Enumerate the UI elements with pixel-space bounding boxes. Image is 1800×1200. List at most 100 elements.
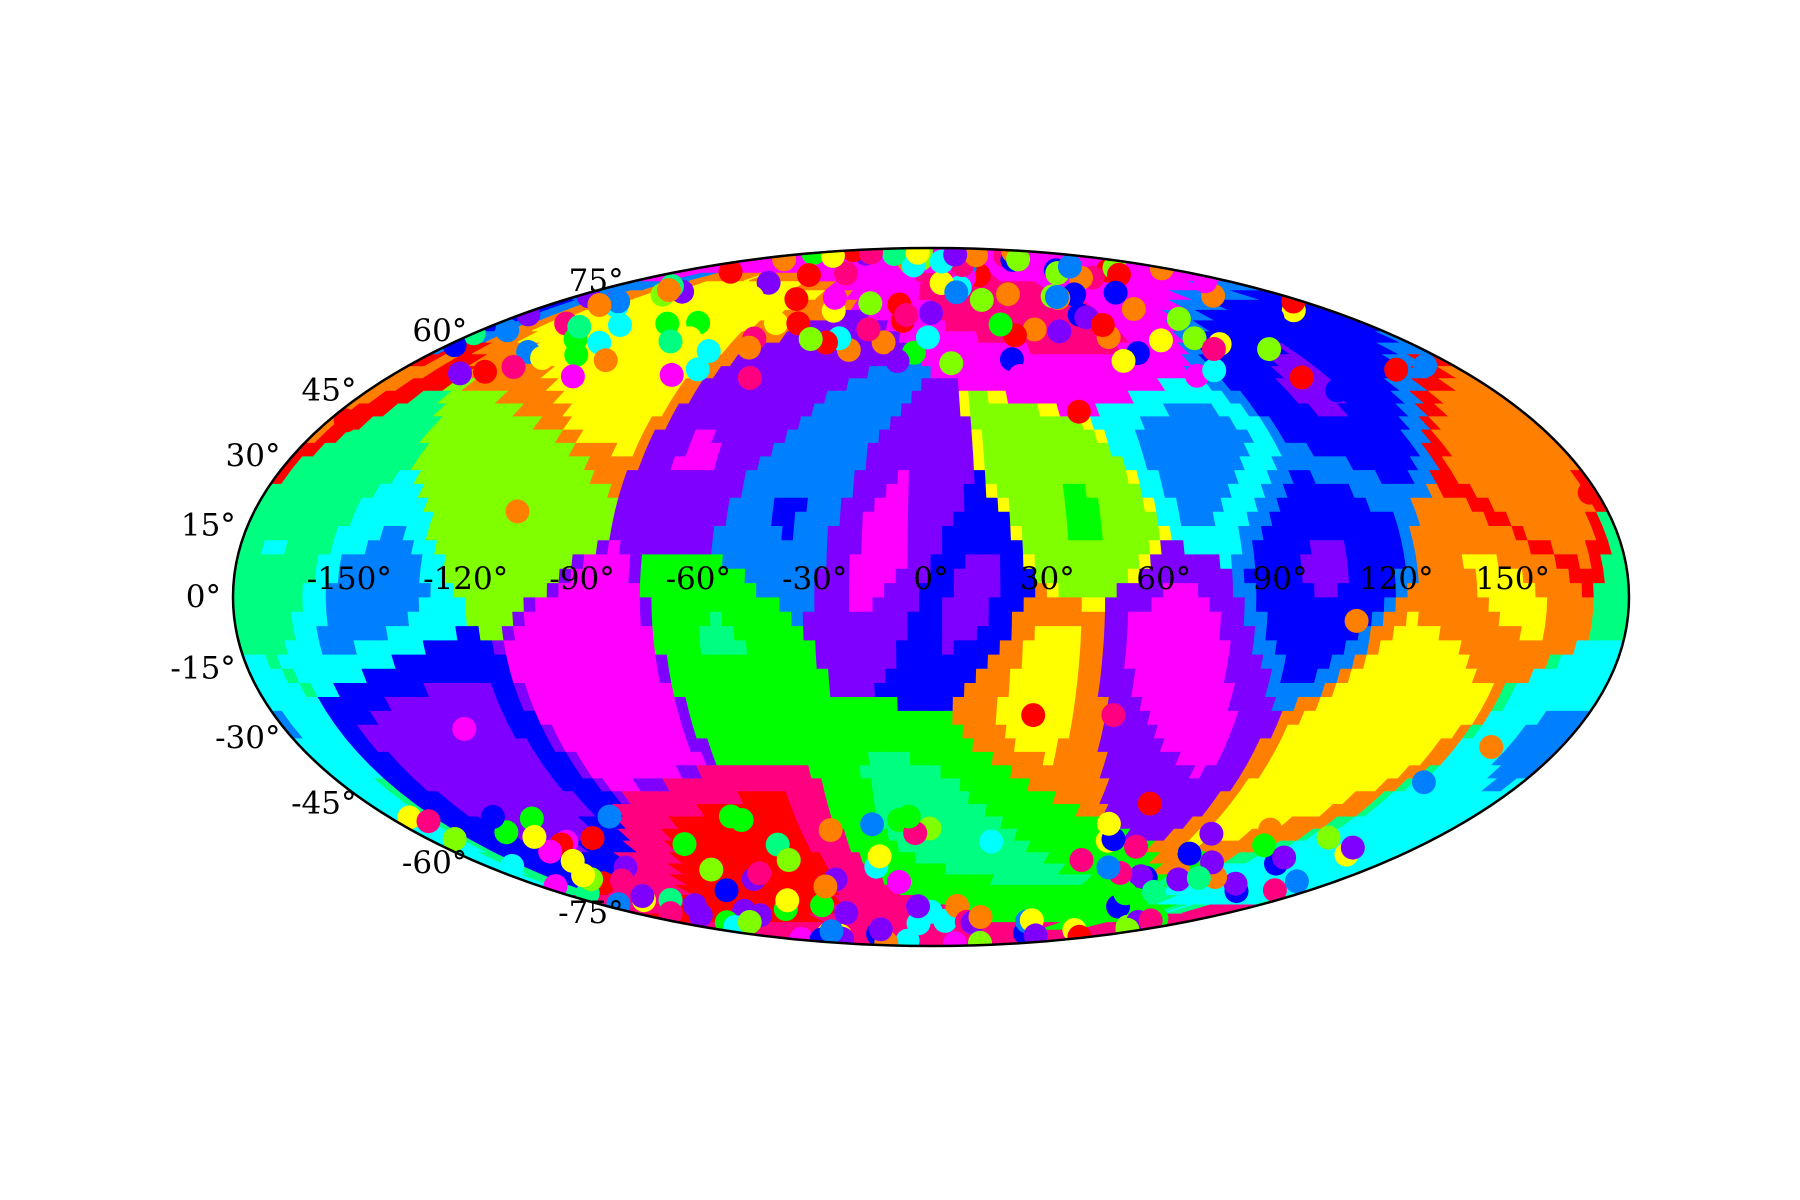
heatmap-cell bbox=[1498, 610, 1513, 627]
heatmap-cell bbox=[885, 668, 898, 683]
heatmap-cell bbox=[723, 653, 738, 669]
heatmap-cell bbox=[815, 639, 829, 655]
heatmap-cell bbox=[1197, 610, 1211, 627]
heatmap-cell bbox=[1055, 525, 1070, 541]
heatmap-cell bbox=[1255, 610, 1269, 627]
heatmap-cell bbox=[640, 553, 655, 569]
heatmap-cell bbox=[698, 625, 713, 641]
heatmap-cell bbox=[1440, 567, 1455, 584]
heatmap-cell bbox=[952, 682, 966, 697]
heatmap-cell bbox=[782, 668, 797, 683]
heatmap-cell bbox=[1064, 682, 1079, 697]
heatmap-cell bbox=[891, 790, 904, 804]
heatmap-cell bbox=[372, 610, 387, 627]
heatmap-cell bbox=[1360, 596, 1374, 612]
heatmap-cell bbox=[919, 469, 932, 484]
heatmap-cell bbox=[1334, 625, 1349, 641]
heatmap-cell bbox=[1017, 469, 1031, 484]
heatmap-cell bbox=[1407, 596, 1421, 612]
heatmap-cell bbox=[804, 525, 818, 541]
heatmap-cell bbox=[951, 442, 964, 457]
heatmap-cell bbox=[1056, 539, 1070, 555]
heatmap-cell bbox=[845, 442, 859, 457]
heatmap-cell bbox=[1172, 625, 1187, 641]
heatmap-cell bbox=[687, 625, 701, 641]
heatmap-cell bbox=[826, 639, 840, 655]
heatmap-cell bbox=[907, 668, 921, 683]
heatmap-cell bbox=[1568, 567, 1583, 584]
heatmap-cell bbox=[825, 610, 839, 627]
heatmap-cell bbox=[940, 737, 953, 752]
heatmap-cell bbox=[874, 496, 887, 512]
heatmap-cell bbox=[930, 884, 939, 895]
heatmap-cell bbox=[735, 525, 750, 541]
heatmap-cell bbox=[616, 596, 630, 612]
heatmap-cell bbox=[1125, 539, 1140, 555]
heatmap-cell bbox=[981, 428, 995, 443]
heatmap-cell bbox=[795, 682, 809, 697]
heatmap-cell bbox=[964, 668, 977, 683]
heatmap-cell bbox=[930, 539, 943, 555]
heatmap-cell bbox=[722, 639, 737, 655]
heatmap-cell bbox=[861, 539, 875, 555]
heatmap-cell bbox=[1102, 639, 1117, 655]
heatmap-cell bbox=[949, 777, 962, 792]
heatmap-cell bbox=[930, 625, 944, 641]
heatmap-cell bbox=[930, 596, 943, 612]
heatmap-cell bbox=[1323, 625, 1338, 641]
heatmap-cell bbox=[907, 653, 921, 669]
heatmap-cell bbox=[919, 682, 932, 697]
heatmap-cell bbox=[372, 596, 386, 612]
heatmap-cell bbox=[337, 610, 352, 627]
heatmap-cell bbox=[1278, 610, 1292, 627]
heatmap-cell bbox=[842, 469, 856, 484]
heatmap-cell bbox=[1593, 596, 1607, 612]
heatmap-cell bbox=[1092, 625, 1106, 641]
heatmap-cell bbox=[653, 639, 668, 655]
heatmap-cell bbox=[930, 442, 943, 457]
heatmap-cell bbox=[916, 873, 925, 885]
heatmap-cell bbox=[911, 790, 923, 804]
heatmap-cell bbox=[1135, 525, 1150, 541]
heatmap-cell bbox=[1219, 625, 1233, 641]
heatmap-cell bbox=[841, 483, 855, 498]
heatmap-cell bbox=[1171, 539, 1186, 555]
heatmap-cell bbox=[941, 682, 955, 697]
heatmap-cell bbox=[652, 625, 666, 641]
heatmap-cell bbox=[746, 653, 761, 669]
heatmap-cell bbox=[915, 862, 925, 875]
heatmap-cell bbox=[993, 737, 1006, 752]
heatmap-cell bbox=[1232, 596, 1246, 612]
heatmap-cell bbox=[1324, 567, 1339, 584]
heatmap-cell bbox=[1023, 596, 1037, 612]
heatmap-cell bbox=[697, 596, 711, 612]
heatmap-cell bbox=[1065, 668, 1080, 683]
heatmap-cell bbox=[941, 510, 955, 526]
heatmap-cell bbox=[779, 610, 793, 627]
heatmap-cell bbox=[1043, 668, 1057, 683]
heatmap-cell bbox=[465, 596, 479, 612]
heatmap-cell bbox=[908, 723, 921, 739]
heatmap-cell bbox=[663, 625, 678, 641]
heatmap-cell bbox=[831, 710, 845, 725]
heatmap-cell bbox=[930, 428, 942, 443]
heatmap-cell bbox=[744, 610, 758, 627]
heatmap-cell bbox=[290, 582, 304, 598]
heatmap-cell bbox=[772, 496, 787, 512]
heatmap-cell bbox=[792, 653, 807, 669]
heatmap-cell bbox=[897, 839, 908, 853]
heatmap-cell bbox=[885, 496, 899, 512]
heatmap-cell bbox=[849, 639, 863, 655]
heatmap-cell bbox=[919, 610, 932, 627]
heatmap-cell bbox=[1126, 625, 1141, 641]
heatmap-cell bbox=[1256, 596, 1269, 612]
heatmap-cell bbox=[1044, 653, 1058, 669]
heatmap-cell bbox=[898, 723, 911, 739]
heatmap-cell bbox=[829, 682, 843, 697]
heatmap-cell bbox=[735, 653, 750, 669]
heatmap-cell bbox=[900, 777, 913, 792]
heatmap-cell bbox=[1015, 455, 1029, 471]
heatmap-cell bbox=[895, 582, 909, 598]
heatmap-cell bbox=[952, 483, 965, 498]
